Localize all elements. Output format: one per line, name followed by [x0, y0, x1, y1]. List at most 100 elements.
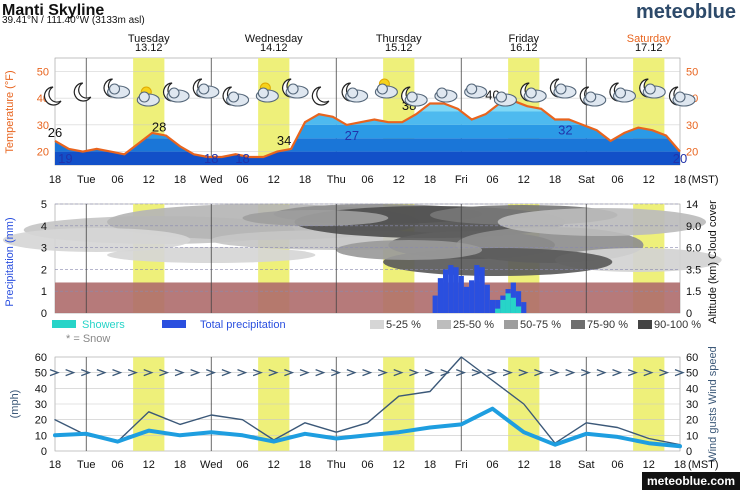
wind-speed-line: [53, 406, 682, 449]
wind-direction-arrow: [456, 369, 467, 377]
cloud-puff: [555, 83, 567, 95]
x-tick-label: Thu: [327, 459, 346, 471]
altitude-tick: 14: [686, 199, 698, 211]
wind-direction-arrow: [127, 369, 138, 377]
wind-direction-arrow: [627, 369, 638, 377]
x-tick-label: 18: [49, 174, 61, 186]
x-tick-label: 12: [518, 459, 530, 471]
x-tick-label: 06: [611, 174, 623, 186]
precipitation-bar: [515, 291, 522, 313]
x-tick-label: 18: [174, 459, 186, 471]
cloud-level-label: 5-25 %: [386, 319, 421, 331]
moon-cloud-icon: [639, 78, 666, 99]
x-tick-label: 18: [674, 459, 686, 471]
moon-shape: [43, 86, 62, 106]
temperature-label: 26: [48, 125, 62, 140]
wind-ytick-right: 60: [686, 352, 698, 364]
shower-bar: [495, 308, 501, 313]
cloud-level-label: 50-75 %: [520, 319, 561, 331]
x-tick-label: 18: [174, 174, 186, 186]
cloud-cover-blob: [242, 210, 389, 226]
precip-legend: Total precipitation: [200, 319, 286, 331]
precipitation-bar: [479, 267, 485, 313]
footer: meteoblue.com: [642, 472, 740, 490]
wind-ylabel: (mph): [9, 390, 21, 419]
precipitation-panel: 0 1 2 3 4 5 14 9.0 6.0 3.5 1.5 0 Precipitation (mm) A…: [2, 199, 722, 324]
wind-direction-arrow: [393, 369, 404, 377]
temperature-ytick-left: 20: [37, 147, 49, 159]
wind-direction-arrow: [424, 369, 435, 377]
wind-gust-line: [54, 356, 681, 446]
cloud-puff: [495, 91, 507, 103]
day-name: Tuesday: [128, 33, 170, 45]
moon-icon: [73, 82, 92, 102]
wind-direction-arrow: [206, 369, 217, 377]
altitude-ylabel: Altitude (km) Cloud cover: [707, 200, 719, 324]
moon-icon: [43, 86, 62, 106]
x-tick-label: 06: [111, 459, 123, 471]
day-date: 15.12: [385, 42, 413, 54]
wind-ytick-left: 10: [35, 430, 47, 442]
precipitation-ytick: 0: [41, 308, 47, 320]
moon-cloud-icon: [222, 86, 250, 107]
temperature-ytick-right: 30: [686, 120, 698, 132]
cloud-puff: [376, 83, 388, 95]
precipitation-bar: [453, 267, 459, 313]
altitude-tick: 1.5: [686, 286, 701, 298]
wind-direction-arrow: [659, 369, 670, 377]
brand-logo: meteoblue: [636, 1, 736, 23]
sun-cloud-icon: [136, 86, 160, 107]
x-tick-label: 06: [236, 459, 248, 471]
wind-direction-arrow: [346, 369, 357, 377]
x-tick-label: Fri: [455, 459, 468, 471]
temperature-panel: 2020303040405050Temperature (°F)26192818…: [4, 57, 698, 166]
shower-bar: [505, 293, 511, 313]
precipitation-bar: [484, 284, 490, 313]
altitude-tick: 6.0: [686, 243, 701, 255]
altitude-tick: 3.5: [686, 264, 701, 276]
x-tick-label: 12: [393, 459, 405, 471]
wind-ytick-left: 30: [35, 399, 47, 411]
wind-direction-arrow: [487, 369, 498, 377]
wind-direction-arrow: [362, 369, 373, 377]
wind-direction-arrow: [81, 369, 92, 377]
x-tick-label: 06: [111, 174, 123, 186]
wind-direction-arrow: [471, 369, 482, 377]
temperature-ytick-right: 20: [686, 147, 698, 159]
wind-direction-arrow: [377, 369, 388, 377]
location-title: Manti Skyline: [2, 2, 104, 19]
wind-direction-arrow: [581, 369, 592, 377]
temperature-x-axis: 18 Tue 06 12 18 Wed 06 12 18 Thu 06 12 18 Fri 06 12 18 Sa…: [49, 174, 719, 186]
wind-direction-arrow: [331, 369, 342, 377]
temperature-band: [55, 151, 680, 165]
moon-shape: [311, 86, 330, 106]
x-tick-label: 12: [643, 174, 655, 186]
moon-cloud-icon: [549, 78, 577, 99]
moon-cloud-icon: [163, 82, 190, 103]
moon-icon: [311, 86, 330, 106]
wind-direction-arrow: [143, 369, 154, 377]
precipitation-bar: [474, 265, 480, 313]
precipitation-ytick: 2: [41, 264, 47, 276]
day-name: Saturday: [627, 33, 672, 45]
wind-ytick-right: 40: [686, 383, 698, 395]
x-tick-label: 18: [549, 459, 561, 471]
shower-bar: [515, 306, 522, 313]
x-tick-label: Tue: [77, 174, 96, 186]
temperature-ytick-right: 50: [686, 66, 698, 78]
x-tick-label: 12: [268, 459, 280, 471]
day-name: Thursday: [376, 33, 422, 45]
precipitation-ytick: 5: [41, 199, 47, 211]
snow-legend: * = Snow: [66, 333, 110, 345]
cloud-puff: [228, 91, 240, 103]
x-tick-label: 06: [486, 174, 498, 186]
x-tick-label: 18: [49, 459, 61, 471]
cloud-puff: [525, 87, 537, 99]
cloud-puff: [168, 87, 180, 99]
sun-cloud-icon: [255, 82, 279, 103]
temperature-label: 28: [152, 120, 166, 135]
altitude-tick: 9.0: [686, 221, 701, 233]
timezone-label: (MST): [688, 459, 719, 471]
